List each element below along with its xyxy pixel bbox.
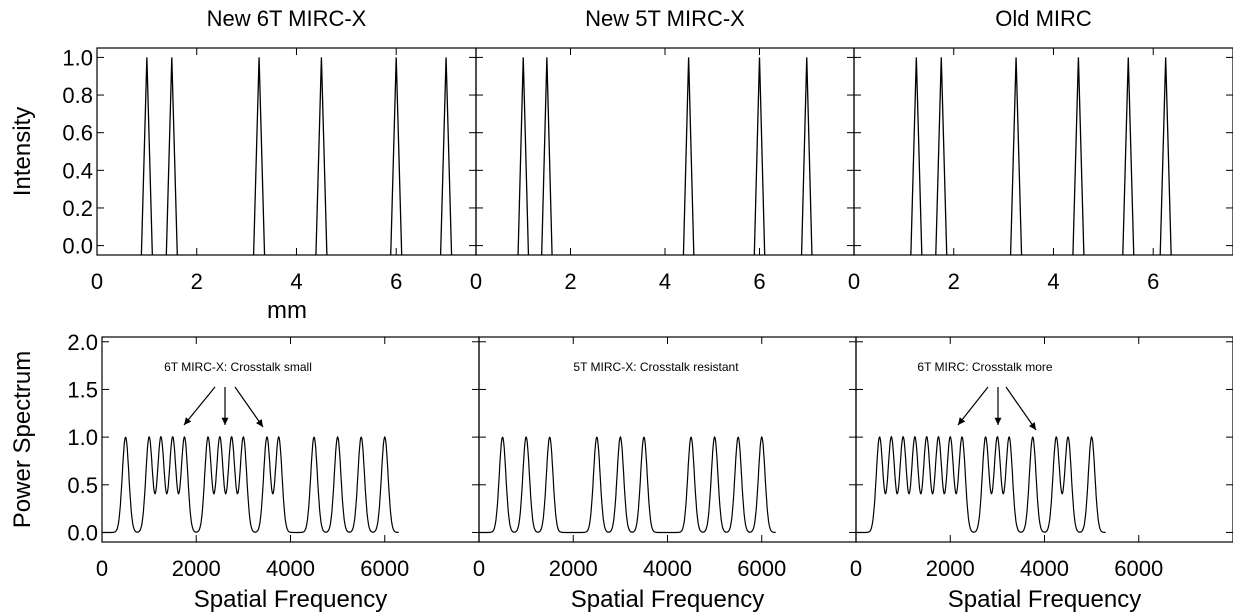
intensity-peak — [390, 57, 403, 256]
crosstalk-arrow — [221, 387, 229, 425]
y-tick-label: 1.5 — [67, 377, 98, 402]
x-tick-label: 0 — [96, 556, 108, 581]
y-axis-label: Intensity — [9, 107, 36, 196]
x-tick-label: 6 — [1147, 269, 1159, 294]
x-tick-label: 6000 — [1114, 556, 1163, 581]
crosstalk-arrow — [1005, 386, 1037, 431]
plot-frame — [96, 47, 477, 256]
intensity-peak — [1159, 57, 1172, 256]
power-spectrum-curve — [102, 435, 399, 534]
y-tick-label: 0.5 — [67, 473, 98, 498]
crosstalk-annotation: 6T MIRC-X: Crosstalk small — [164, 360, 312, 374]
panel-title: New 6T MIRC-X — [207, 6, 367, 31]
arrow-head — [1029, 422, 1036, 430]
intensity-peak — [315, 57, 328, 256]
arrow-head — [994, 417, 1002, 425]
x-axis-label: Spatial Frequency — [948, 586, 1141, 613]
intensity-peak — [753, 57, 766, 256]
y-tick-label: 0.0 — [67, 520, 98, 545]
intensity-peak — [910, 57, 923, 256]
x-tick-label: 6 — [390, 269, 402, 294]
y-tick-label: 0.6 — [62, 121, 93, 146]
arrow-shaft — [234, 386, 264, 428]
arrow-head — [221, 417, 229, 425]
y-tick-label: 2.0 — [67, 330, 98, 355]
x-tick-label: 6 — [753, 269, 765, 294]
x-tick-label: 0 — [850, 556, 862, 581]
x-axis-label: Spatial Frequency — [571, 586, 764, 613]
intensity-peak — [165, 57, 178, 256]
arrow-shaft — [957, 386, 989, 426]
x-tick-label: 4000 — [1020, 556, 1069, 581]
crosstalk-arrow — [994, 387, 1002, 425]
intensity-peak — [439, 57, 453, 256]
x-tick-label: 0 — [473, 556, 485, 581]
panel-title: New 5T MIRC-X — [585, 6, 745, 31]
arrow-head — [256, 419, 263, 427]
panel-power-old: 0 2000 4000 6000 Spatial Frequency 6T MIRC: C… — [850, 336, 1233, 613]
arrow-head — [184, 417, 192, 425]
x-tick-label: 6000 — [737, 556, 786, 581]
intensity-peak — [517, 57, 530, 256]
y-tick-label: 1.0 — [62, 45, 93, 70]
panel-title: Old MIRC — [995, 6, 1092, 31]
intensity-peak — [541, 57, 553, 256]
crosstalk-annotation: 6T MIRC: Crosstalk more — [917, 360, 1052, 374]
y-tick-label: 0.8 — [62, 83, 93, 108]
panel-intensity-new6t: New 6T MIRC-X 0 2 4 6 0.0 0.2 0.4 0.6 0.8 1.0 mm Int… — [9, 6, 477, 324]
y-tick-label: 1.0 — [67, 425, 98, 450]
x-tick-label: 2 — [564, 269, 576, 294]
crosstalk-annotation: 5T MIRC-X: Crosstalk resistant — [573, 360, 739, 374]
intensity-peak — [682, 57, 695, 256]
power-spectrum-curve — [479, 435, 776, 534]
x-tick-label: 2000 — [549, 556, 598, 581]
x-tick-label: 2 — [948, 269, 960, 294]
panel-power-new6t: 0 2000 4000 6000 0.0 0.5 1.0 1.5 2.0 Spatial Freq… — [9, 330, 480, 613]
x-tick-label: 4000 — [266, 556, 315, 581]
intensity-peak — [800, 57, 813, 256]
x-tick-label: 4000 — [643, 556, 692, 581]
x-axis-label: Spatial Frequency — [194, 586, 387, 613]
panel-intensity-old: Old MIRC 0 2 4 6 — [848, 6, 1233, 294]
y-tick-label: 0.4 — [62, 158, 93, 183]
panel-intensity-new5t: New 5T MIRC-X 0 2 4 6 — [470, 6, 855, 294]
x-tick-label: 4 — [290, 269, 302, 294]
x-axis-label: mm — [267, 297, 307, 324]
x-tick-label: 2 — [191, 269, 203, 294]
arrow-shaft — [183, 386, 216, 426]
intensity-peak — [252, 57, 266, 256]
y-tick-label: 0.0 — [62, 234, 93, 259]
plot-frame — [475, 47, 855, 256]
x-tick-label: 0 — [848, 269, 860, 294]
x-tick-label: 2000 — [926, 556, 975, 581]
y-axis-label: Power Spectrum — [9, 351, 36, 528]
x-tick-label: 6000 — [360, 556, 409, 581]
x-tick-label: 2000 — [172, 556, 221, 581]
x-tick-label: 0 — [91, 269, 103, 294]
panel-power-new5t: 0 2000 4000 6000 Spatial Frequency 5T MIRC-X:… — [473, 336, 857, 613]
arrow-shaft — [1005, 386, 1037, 431]
intensity-peak — [1072, 57, 1085, 256]
intensity-peak — [1122, 57, 1135, 256]
crosstalk-arrow — [183, 386, 216, 426]
y-tick-label: 0.2 — [62, 196, 93, 221]
x-tick-label: 4 — [1047, 269, 1059, 294]
power-spectrum-curve — [856, 435, 1106, 534]
crosstalk-arrow — [234, 386, 264, 428]
x-tick-label: 0 — [470, 269, 482, 294]
intensity-peak — [140, 57, 154, 256]
intensity-peak — [935, 57, 948, 256]
x-tick-label: 4 — [659, 269, 671, 294]
crosstalk-arrow — [957, 386, 989, 426]
plot-frame — [853, 47, 1233, 256]
arrow-head — [958, 417, 966, 425]
intensity-peak — [1009, 57, 1023, 256]
